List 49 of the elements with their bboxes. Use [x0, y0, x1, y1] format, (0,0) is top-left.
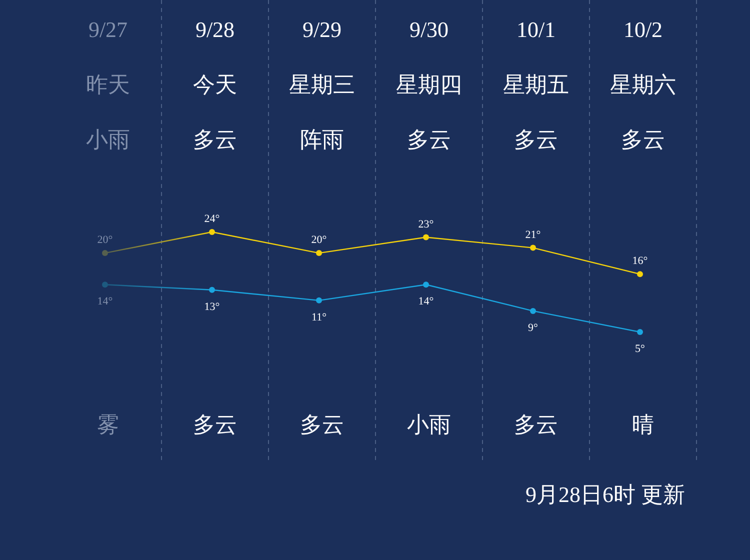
text: 晴: [632, 412, 654, 437]
data-label: 14°: [418, 296, 434, 308]
text: 雾: [97, 412, 119, 437]
text: 多云: [514, 412, 558, 437]
text: 多云: [514, 127, 558, 152]
point: [316, 297, 322, 304]
text: 昨天: [86, 72, 130, 97]
text: 阵雨: [300, 127, 344, 152]
data-label: 5°: [635, 343, 645, 355]
x-tick-label: 9/29: [302, 17, 342, 42]
text: 多云: [621, 127, 665, 152]
point: [637, 271, 643, 278]
point: [316, 250, 322, 256]
point: [102, 282, 108, 288]
point: [530, 308, 536, 314]
text: 小雨: [86, 127, 130, 152]
point: [530, 244, 536, 251]
data-label: 23°: [418, 218, 434, 230]
text: 星期五: [503, 72, 569, 97]
text: 多云: [300, 412, 344, 437]
data-label: 9°: [528, 322, 538, 334]
data-label: 24°: [204, 213, 220, 225]
data-label: 13°: [204, 300, 220, 313]
x-tick-label: 9/28: [195, 17, 235, 42]
text: 多云: [193, 412, 237, 437]
point: [209, 286, 215, 293]
point: [209, 229, 215, 235]
point: [637, 329, 643, 335]
point: [423, 282, 429, 288]
data-label: 14°: [97, 296, 113, 308]
text: 多云: [407, 127, 451, 152]
text: 9月28日6时 更新: [526, 482, 685, 507]
text: 星期四: [396, 72, 462, 97]
x-tick-label: 10/2: [623, 17, 663, 42]
point: [423, 234, 429, 240]
data-label: 20°: [311, 234, 327, 246]
data-label: 16°: [632, 255, 648, 268]
x-tick-label: 9/27: [88, 17, 128, 42]
data-label: 11°: [312, 311, 326, 324]
x-tick-label: 10/1: [516, 17, 556, 42]
data-label: 20°: [97, 234, 113, 246]
text: 星期三: [289, 72, 355, 97]
x-tick-label: 9/30: [409, 17, 449, 42]
text: 多云: [193, 127, 237, 152]
point: [102, 250, 108, 256]
text: 星期六: [610, 72, 676, 97]
data-label: 21°: [525, 228, 541, 241]
text: 小雨: [407, 412, 451, 437]
text: 今天: [193, 72, 237, 97]
